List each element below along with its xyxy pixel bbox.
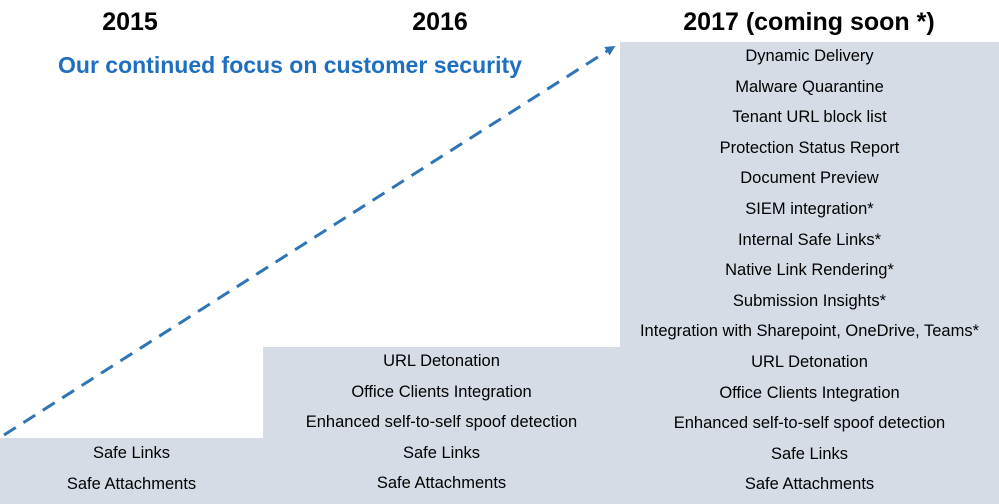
feature-item: Internal Safe Links* bbox=[737, 230, 882, 249]
feature-item: URL Detonation bbox=[383, 352, 500, 370]
step-2015 bbox=[0, 438, 263, 504]
year-2017-heading: 2017 (coming soon *) bbox=[683, 8, 935, 36]
feature-item: SIEM integration* bbox=[745, 199, 874, 218]
step-2017 bbox=[620, 42, 999, 504]
feature-item: Malware Quarantine bbox=[735, 77, 884, 96]
feature-item: Tenant URL block list bbox=[732, 108, 887, 127]
feature-item: Dynamic Delivery bbox=[745, 47, 874, 65]
feature-item: Enhanced self-to-self spoof detection bbox=[673, 414, 946, 433]
column-2016: URL Detonation Office Clients Integratio… bbox=[263, 346, 620, 499]
column-2015: Safe Links Safe Attachments bbox=[0, 438, 263, 499]
feature-item: Safe Links bbox=[402, 443, 481, 462]
feature-item: Safe Links bbox=[92, 444, 171, 462]
feature-item: Integration with Sharepoint, OneDrive, T… bbox=[639, 322, 980, 341]
feature-item: Submission Insights* bbox=[732, 291, 887, 310]
feature-item: Office Clients Integration bbox=[351, 382, 532, 401]
year-2015-heading: 2015 bbox=[102, 8, 158, 36]
year-2016-heading: 2016 bbox=[412, 8, 468, 36]
feature-item: URL Detonation bbox=[751, 352, 868, 371]
feature-item: Safe Attachments bbox=[66, 474, 197, 493]
feature-item: Safe Links bbox=[770, 444, 849, 463]
feature-item: Enhanced self-to-self spoof detection bbox=[305, 413, 578, 432]
feature-item: Document Preview bbox=[740, 169, 879, 188]
feature-item: Safe Attachments bbox=[376, 474, 507, 493]
feature-item: Safe Attachments bbox=[744, 475, 875, 494]
step-2016 bbox=[263, 347, 620, 504]
feature-item: Protection Status Report bbox=[719, 138, 900, 157]
column-2017: Dynamic Delivery Malware Quarantine Tena… bbox=[620, 41, 999, 500]
feature-item: Native Link Rendering* bbox=[725, 261, 894, 280]
feature-item: Office Clients Integration bbox=[719, 383, 900, 402]
tagline: Our continued focus on customer security bbox=[58, 52, 522, 78]
